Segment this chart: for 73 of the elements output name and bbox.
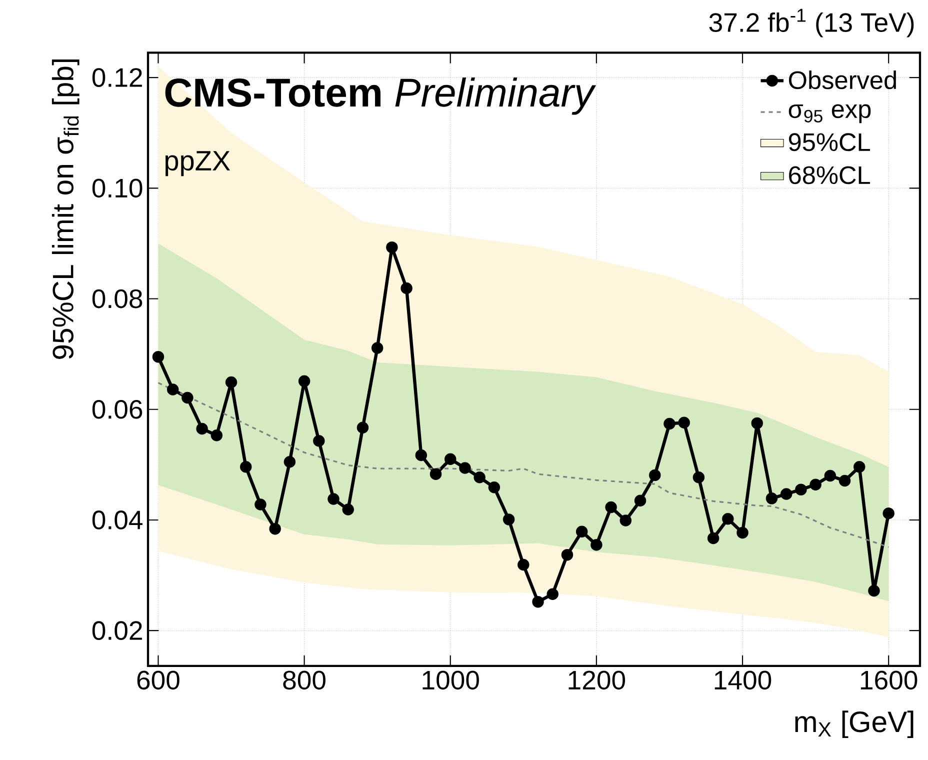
- point: [576, 526, 588, 538]
- x-tick-label: 800: [283, 670, 326, 690]
- point: [590, 539, 602, 551]
- legend-label: Observed: [788, 70, 896, 90]
- point: [459, 462, 471, 474]
- point: [678, 416, 690, 429]
- point: [664, 418, 676, 430]
- x-axis-title: m$_{X}$ [GeV]: [795, 710, 914, 738]
- point: [254, 498, 266, 510]
- point: [722, 513, 734, 525]
- point: [371, 342, 384, 354]
- point: [240, 461, 252, 473]
- point: [298, 375, 310, 388]
- point: [415, 449, 428, 462]
- annotation: ppZX: [166, 151, 230, 176]
- point: [356, 422, 369, 434]
- point: [430, 468, 442, 480]
- x-tick-label: 600: [137, 670, 180, 690]
- point: [795, 484, 807, 496]
- chart-title: 37.2 fb$^{-1}$ (13 TeV): [709, 8, 914, 38]
- y-tick-label: 0.12: [92, 68, 142, 87]
- point: [532, 596, 544, 608]
- point: [649, 469, 661, 482]
- y-tick-label: 0.04: [92, 510, 143, 530]
- point: [868, 584, 880, 597]
- point: [707, 532, 720, 544]
- legend-label: 95%CL: [788, 133, 870, 152]
- legend-label: σ$_{95}$ exp: [788, 104, 871, 124]
- point: [751, 417, 763, 430]
- x-tick-label: 1400: [714, 670, 772, 690]
- point: [882, 507, 894, 520]
- y-tick-label: 0.10: [92, 178, 142, 198]
- legend-label: 68%CL: [789, 166, 870, 184]
- x-tick-label: 1200: [568, 670, 626, 690]
- point: [444, 453, 456, 466]
- point: [328, 493, 340, 505]
- point: [810, 478, 822, 490]
- point: [838, 474, 851, 487]
- point: [182, 392, 194, 404]
- point: [284, 456, 296, 468]
- y-tick-label: 0.08: [92, 289, 142, 308]
- point: [269, 522, 281, 535]
- point: [634, 494, 646, 506]
- point: [502, 514, 515, 526]
- point: [518, 558, 530, 571]
- point: [546, 588, 558, 600]
- x-tick-label: 1000: [422, 670, 479, 690]
- point: [210, 430, 223, 442]
- line-series: [157, 382, 890, 548]
- y-tick-label: 0.02: [92, 621, 142, 640]
- annotation: CMS-Totem Preliminary: [165, 77, 596, 115]
- point: [692, 472, 705, 484]
- point: [196, 422, 208, 435]
- point: [386, 241, 398, 254]
- x-tick-label: 1600: [860, 670, 918, 690]
- point: [474, 472, 486, 484]
- point: [342, 504, 354, 516]
- point: [152, 350, 164, 363]
- point: [620, 514, 632, 526]
- point: [166, 384, 179, 396]
- point: [313, 435, 325, 447]
- point: [488, 481, 500, 494]
- point: [400, 282, 412, 294]
- point: [736, 526, 748, 539]
- point: [605, 501, 617, 514]
- point: [225, 376, 238, 388]
- point: [561, 548, 574, 561]
- point: [854, 461, 866, 473]
- y-tick-label: 0.06: [92, 400, 142, 419]
- point: [766, 492, 778, 504]
- point: [780, 488, 792, 500]
- y-axis-title: 95%CL limit on σ$_{fid}$ [pb]: [52, 59, 80, 359]
- point: [824, 470, 836, 482]
